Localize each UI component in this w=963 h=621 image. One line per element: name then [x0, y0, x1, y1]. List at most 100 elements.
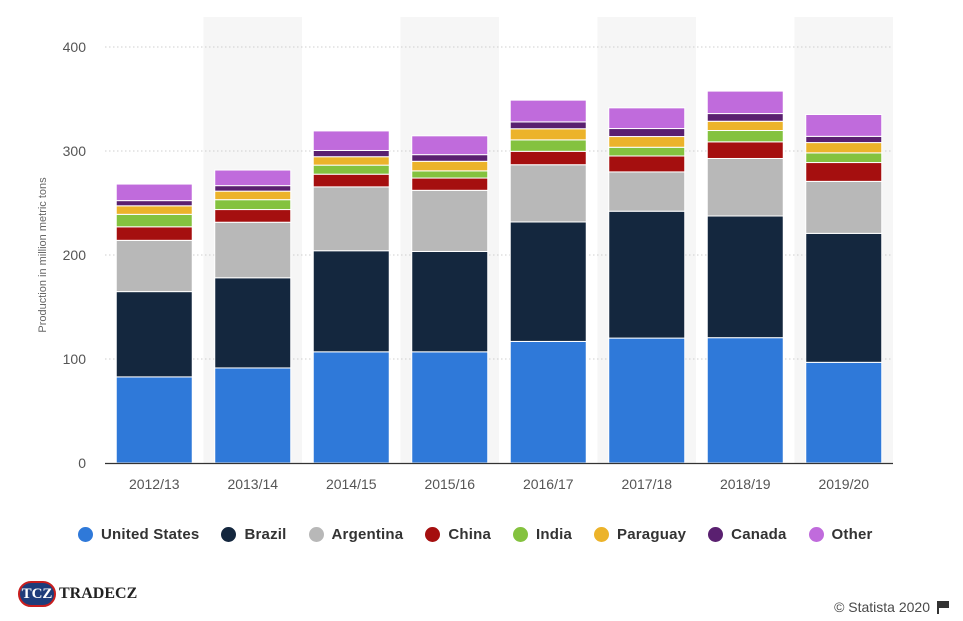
bar-segment — [805, 113, 883, 137]
x-tick-label: 2018/19 — [720, 476, 771, 492]
bar-segment — [411, 160, 489, 172]
legend-label: Other — [831, 525, 873, 543]
bar-segment — [509, 99, 587, 123]
y-axis-title: Production in million metric tons — [37, 177, 49, 333]
bar-segment — [312, 351, 390, 464]
bar-segment — [805, 142, 883, 154]
legend-swatch — [78, 526, 93, 542]
chart-legend: United States Brazil Argentina China India Pa… — [78, 523, 895, 545]
bar-segment — [706, 130, 784, 143]
bar-segment — [805, 162, 883, 182]
y-tick-label: 400 — [63, 39, 87, 55]
bar-segment — [706, 337, 784, 464]
flag-icon[interactable] — [937, 601, 949, 614]
bar-segment — [706, 90, 784, 115]
legend-label: China — [448, 525, 491, 543]
statista-credit[interactable]: © Statista 2020 — [834, 599, 949, 615]
bar-segment — [312, 173, 390, 188]
bar-segment — [214, 209, 292, 223]
legend-item[interactable]: India — [513, 526, 572, 543]
bar-segment — [706, 215, 784, 339]
bar-segment — [214, 169, 292, 187]
x-tick-label: 2012/13 — [129, 476, 180, 492]
x-tick-label: 2013/14 — [227, 476, 278, 492]
bar-segment — [115, 226, 193, 241]
bar-segment — [312, 250, 390, 353]
bar-segment — [115, 291, 193, 378]
x-tick-label: 2016/17 — [523, 476, 574, 492]
x-tick-label: 2017/18 — [621, 476, 672, 492]
bar-segment — [608, 146, 686, 157]
bar-segment — [214, 199, 292, 211]
legend-swatch — [221, 526, 237, 542]
legend-item[interactable]: United States — [78, 526, 199, 543]
legend-label: Argentina — [331, 525, 404, 543]
bar-segment — [312, 186, 390, 252]
bar-segment — [608, 171, 686, 212]
bar-segment — [805, 152, 883, 164]
legend-swatch — [708, 526, 724, 542]
legend-item[interactable]: Canada — [708, 526, 786, 543]
legend-item[interactable]: Other — [808, 525, 873, 543]
x-tick-label: 2014/15 — [326, 476, 377, 492]
legend-label: Canada — [731, 525, 787, 543]
bar-segment — [608, 155, 686, 173]
bar-segment — [115, 239, 193, 293]
bar-segment — [608, 136, 686, 148]
bar-segment — [411, 351, 489, 464]
legend-item[interactable]: Paraguay — [594, 526, 686, 543]
bar-segment — [706, 157, 784, 217]
legend-swatch — [425, 526, 441, 542]
y-tick-label: 200 — [63, 247, 87, 263]
legend-label: Brazil — [244, 525, 287, 543]
bar-segment — [805, 232, 883, 363]
bar-segment — [509, 221, 587, 342]
bar-segment — [509, 340, 587, 464]
bar-segment — [214, 367, 292, 464]
legend-swatch — [808, 526, 824, 542]
bar-segment — [805, 180, 883, 234]
bar-segment — [509, 164, 587, 223]
bar-segment — [608, 337, 686, 464]
bar-segment — [115, 183, 193, 202]
bar-segment — [312, 149, 390, 158]
bar-segment — [608, 107, 686, 130]
stacked-bar-chart: 0 100 200 300 400 Production in million metri… — [37, 39, 893, 492]
tradecz-logo: TCZ TRADECZ — [18, 581, 137, 607]
bar-segment — [706, 120, 784, 132]
legend-item[interactable]: China — [425, 526, 491, 543]
legend-swatch — [594, 526, 610, 542]
legend-item[interactable]: Argentina — [308, 525, 404, 543]
credit-text: © Statista 2020 — [834, 599, 930, 615]
bar-segment — [115, 213, 193, 228]
bar-segment — [115, 376, 193, 464]
bar-segment — [214, 221, 292, 279]
bar-segment — [411, 154, 489, 162]
legend-label: United States — [101, 525, 200, 543]
bar-segment — [312, 156, 390, 166]
y-tick-label: 0 — [78, 455, 86, 471]
bar-segment — [411, 135, 489, 156]
bar-segment — [115, 200, 193, 207]
tradecz-logo-text: TRADECZ — [59, 585, 138, 602]
legend-label: Paraguay — [617, 525, 687, 543]
bar-segment — [411, 177, 489, 191]
bar-segment — [706, 141, 784, 159]
y-tick-label: 300 — [63, 143, 87, 159]
bar-segment — [608, 128, 686, 138]
bar-segment — [411, 170, 489, 179]
bar-segment — [805, 135, 883, 144]
bar-segment — [115, 205, 193, 215]
bar-segment — [805, 361, 883, 464]
legend-swatch — [513, 526, 528, 542]
bar-segment — [509, 121, 587, 130]
bar-segment — [214, 185, 292, 192]
x-tick-label: 2019/20 — [818, 476, 869, 492]
bar-segment — [312, 164, 390, 175]
bar-segment — [411, 250, 489, 353]
bar-segment — [214, 190, 292, 201]
legend-label: India — [536, 525, 573, 543]
bar-segment — [411, 189, 489, 252]
legend-item[interactable]: Brazil — [221, 526, 286, 543]
x-tick-label: 2015/16 — [424, 476, 475, 492]
